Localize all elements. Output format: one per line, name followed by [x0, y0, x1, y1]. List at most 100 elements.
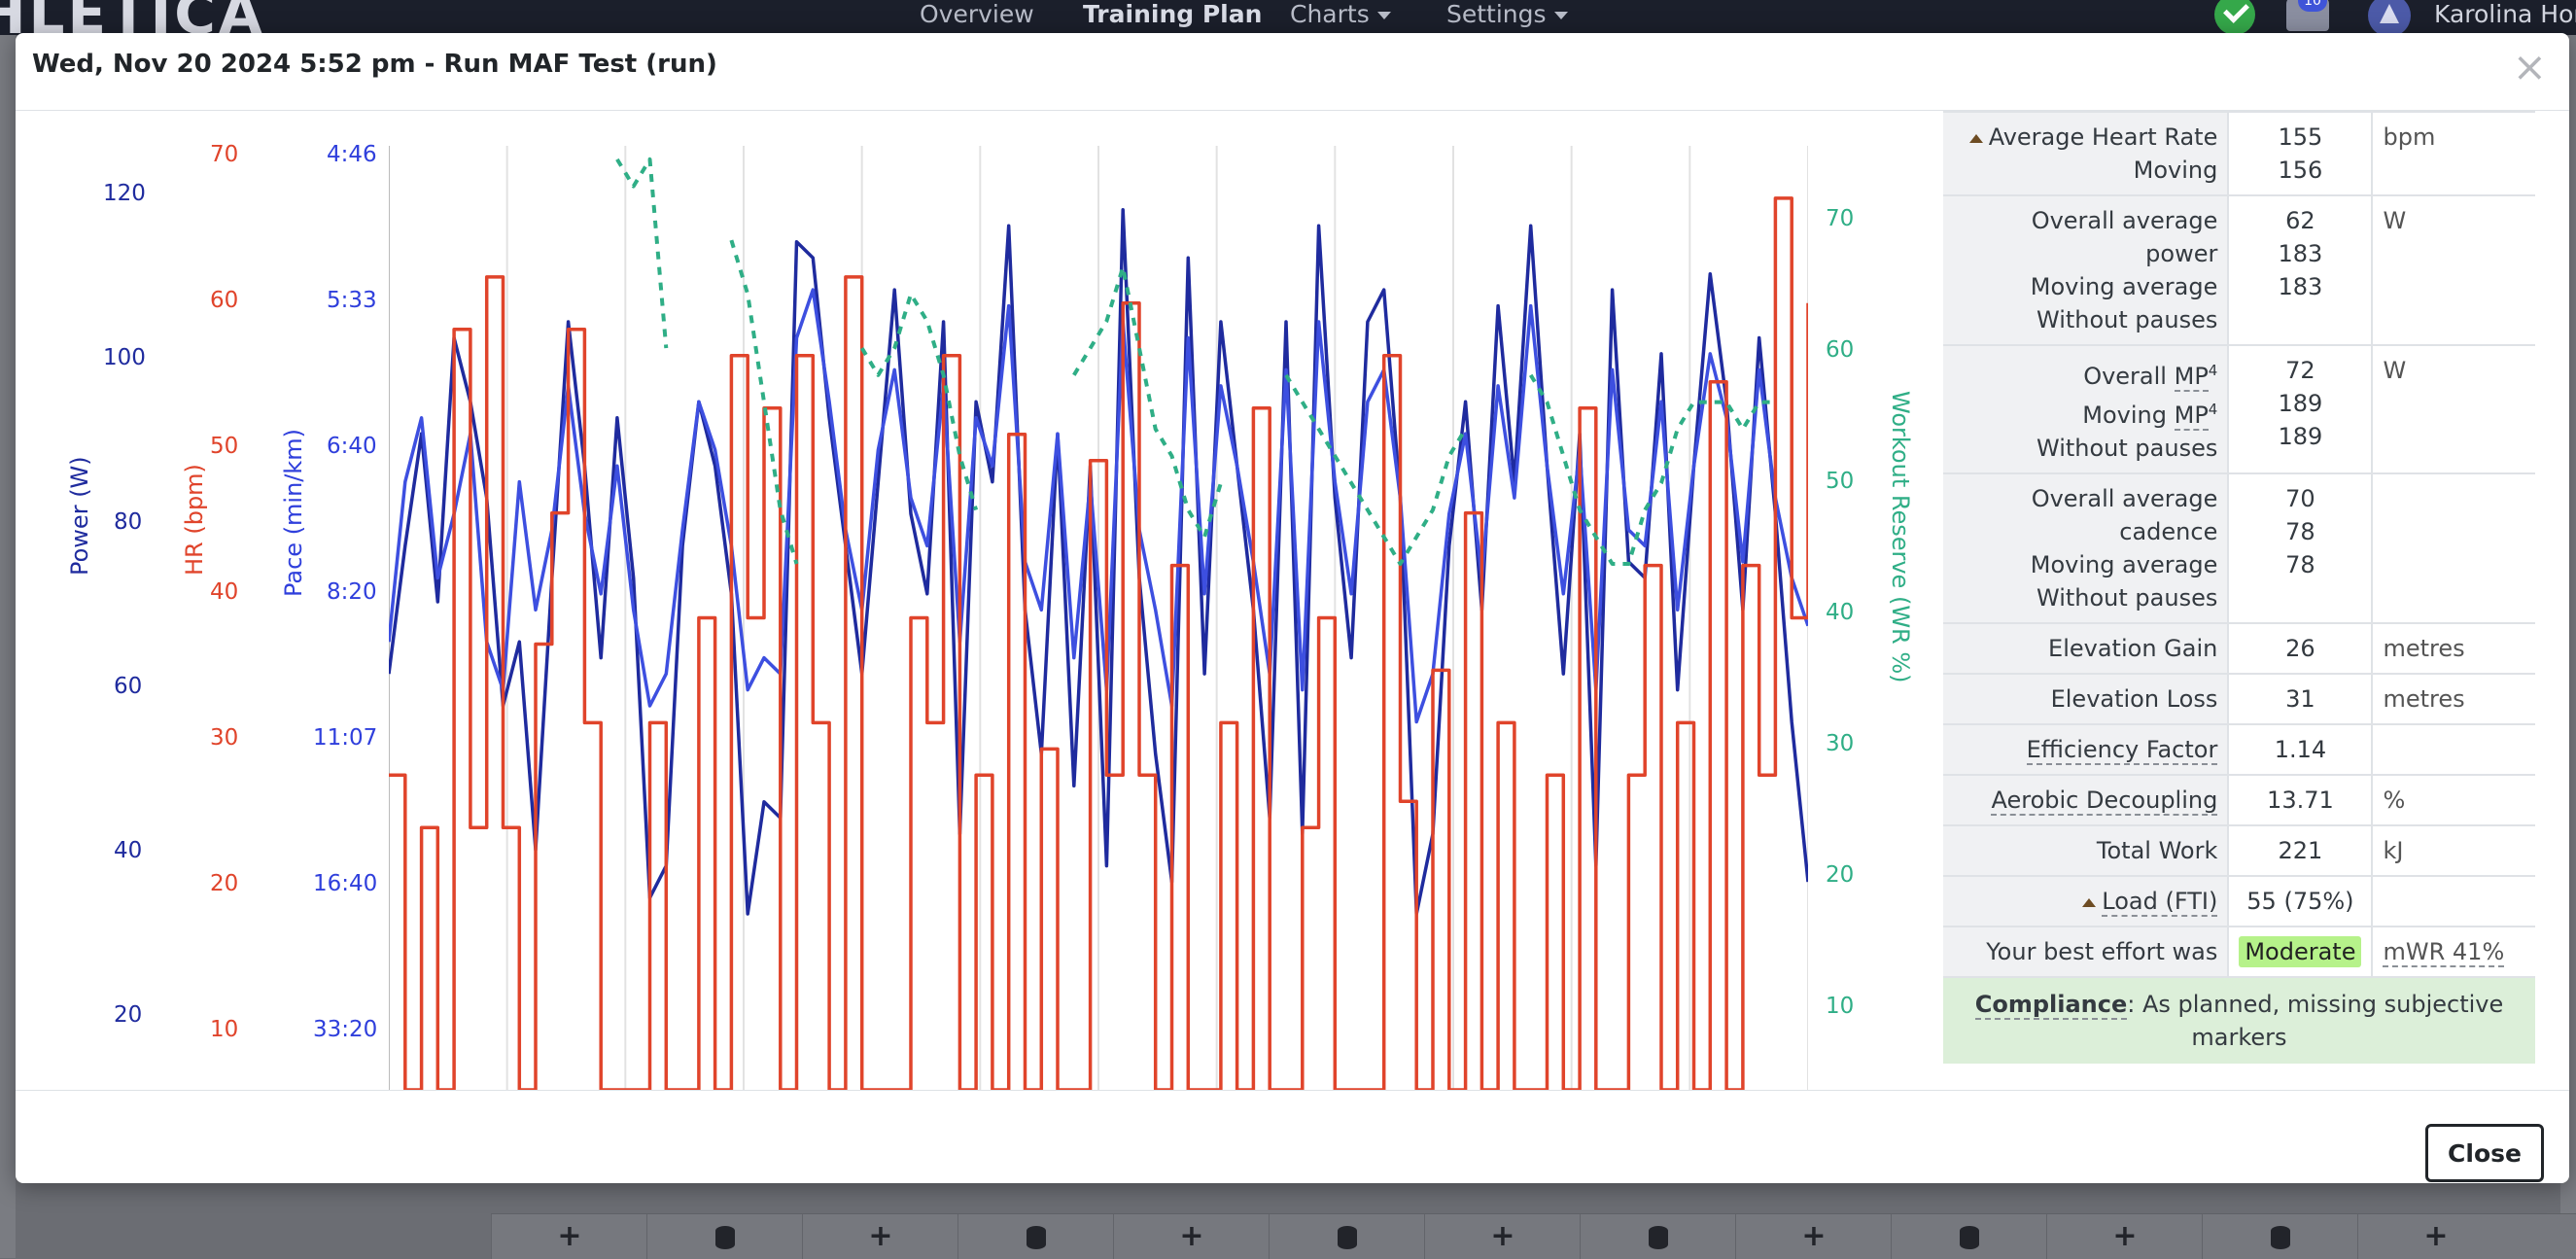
stats-row-best-effort: Your best effort was Moderate mWR 41%	[1943, 926, 2535, 977]
database-icon	[1338, 1225, 1357, 1249]
stats-row-elev-gain: Elevation Gain 26 metres	[1943, 622, 2535, 674]
pace-tick: 4:46	[327, 142, 377, 167]
close-button[interactable]: Close	[2425, 1124, 2544, 1182]
wr-tick: 20	[1826, 862, 1855, 888]
wr-axis-title: Workout Reserve (WR %)	[1887, 391, 1914, 683]
decoupling-label[interactable]: Aerobic Decoupling	[1991, 787, 2218, 816]
nav-training-plan[interactable]: Training Plan	[1083, 0, 1263, 28]
stats-label: Overall average power Moving average Wit…	[1943, 194, 2229, 345]
collapse-caret-icon[interactable]	[1968, 133, 1983, 143]
stats-row-load: Load (FTI) 55 (75%)	[1943, 875, 2535, 927]
database-icon	[715, 1225, 735, 1249]
elev-gain-label: Elevation Gain	[1943, 622, 2229, 674]
add-workout-icon[interactable]: +	[491, 1214, 647, 1259]
load-label[interactable]: Load (FTI)	[2102, 888, 2218, 917]
nav-overview[interactable]: Overview	[920, 0, 1034, 28]
load-value: 55 (75%)	[2227, 875, 2373, 927]
series-line-workout-reserve-wr	[1072, 264, 1223, 540]
stats-value: 72 189 189	[2227, 344, 2373, 473]
database-icon-cell[interactable]	[2202, 1214, 2358, 1259]
cadence-nopause-value: 78	[2285, 551, 2315, 578]
stats-row-mp: Overall MP4 Moving MP4 Without pauses 72…	[1943, 344, 2535, 473]
cadence-unit	[2371, 472, 2535, 623]
best-effort-mwr[interactable]: mWR 41%	[2383, 938, 2505, 967]
hr-tick: 60	[210, 288, 239, 313]
database-icon	[1027, 1225, 1046, 1249]
pace-tick: 6:40	[327, 434, 377, 459]
user-avatar-icon[interactable]	[2368, 0, 2411, 37]
series-line-workout-reserve-wr	[615, 157, 669, 349]
avg-hr-label: Average Heart Rate	[1988, 123, 2218, 151]
hr-tick: 40	[210, 579, 239, 605]
stats-row-heart-rate: Average Heart Rate Moving 155 156 bpm	[1943, 111, 2535, 195]
avg-power-nopause-label: Without pauses	[2036, 306, 2218, 333]
cadence-label: Overall average cadence	[2031, 485, 2218, 545]
series-line-workout-reserve-wr	[1528, 373, 1776, 566]
efficiency-value: 1.14	[2227, 723, 2373, 775]
cadence-moving-value: 78	[2285, 518, 2315, 545]
avg-power-value: 62	[2285, 207, 2315, 234]
elev-gain-value: 26	[2227, 622, 2373, 674]
database-icon-cell[interactable]	[646, 1214, 803, 1259]
hr-tick: 50	[210, 434, 239, 459]
stats-row-total-work: Total Work 221 kJ	[1943, 824, 2535, 876]
power-tick: 80	[114, 509, 143, 535]
mp-footnote: 4	[2208, 401, 2218, 418]
efficiency-label[interactable]: Efficiency Factor	[2026, 736, 2218, 765]
add-workout-icon[interactable]: +	[2357, 1214, 2514, 1259]
nav-settings-label: Settings	[1446, 0, 1547, 28]
cadence-moving-label: Moving average	[2030, 551, 2218, 578]
database-icon-cell[interactable]	[957, 1214, 1114, 1259]
compliance-label[interactable]: Compliance	[1974, 991, 2128, 1020]
mp-nopause-label: Without pauses	[2036, 435, 2218, 462]
mp-overall-prefix: Overall	[2083, 363, 2167, 390]
chart-plot-area[interactable]	[389, 146, 1808, 1090]
wr-tick: 10	[1826, 994, 1855, 1019]
add-workout-icon[interactable]: +	[802, 1214, 958, 1259]
database-icon-cell[interactable]	[1269, 1214, 1425, 1259]
add-workout-icon[interactable]: +	[2046, 1214, 2203, 1259]
stats-label: Overall MP4 Moving MP4 Without pauses	[1943, 344, 2229, 473]
series-line-workout-reserve-wr	[1284, 373, 1468, 566]
decoupling-unit: %	[2371, 774, 2535, 825]
elev-loss-label: Elevation Loss	[1943, 673, 2229, 724]
best-effort-badge: Moderate	[2239, 936, 2362, 967]
power-tick: 20	[114, 1002, 143, 1028]
stats-unit: mWR 41%	[2371, 926, 2535, 977]
load-unit	[2371, 875, 2535, 927]
add-workout-icon[interactable]: +	[1735, 1214, 1892, 1259]
total-work-unit: kJ	[2371, 824, 2535, 876]
hr-tick: 10	[210, 1017, 239, 1042]
avg-hr-value: 155	[2278, 123, 2323, 151]
power-axis-title: Power (W)	[66, 456, 93, 576]
stats-row-elev-loss: Elevation Loss 31 metres	[1943, 673, 2535, 724]
power-tick: 120	[103, 181, 146, 206]
nav-settings[interactable]: Settings	[1446, 0, 1568, 28]
mp-overall-value: 72	[2285, 357, 2315, 384]
status-check-icon[interactable]	[2214, 0, 2255, 35]
pace-tick: 33:20	[313, 1017, 378, 1042]
compliance-text: : As planned, missing subjective markers	[2127, 991, 2504, 1051]
decoupling-value: 13.71	[2227, 774, 2373, 825]
stats-label: Overall average cadence Moving average W…	[1943, 472, 2229, 623]
mp-overall-abbr[interactable]: MP	[2174, 363, 2209, 392]
workout-chart[interactable]: Power (W) HR (bpm) Pace (min/km) Workout…	[16, 111, 1950, 1090]
elev-loss-unit: metres	[2371, 673, 2535, 724]
mp-moving-prefix: Moving	[2082, 402, 2167, 429]
modal-header: Wed, Nov 20 2024 5:52 pm - Run MAF Test …	[16, 33, 2569, 111]
collapse-caret-icon[interactable]	[2082, 897, 2097, 907]
elev-loss-value: 31	[2227, 673, 2373, 724]
avg-hr-unit: bpm	[2371, 111, 2535, 195]
mp-moving-abbr[interactable]: MP	[2174, 402, 2209, 431]
nav-charts[interactable]: Charts	[1290, 0, 1391, 28]
user-name[interactable]: Karolina Hora	[2434, 0, 2576, 28]
pace-tick: 8:20	[327, 579, 377, 605]
chevron-down-icon	[1376, 12, 1391, 19]
add-workout-icon[interactable]: +	[1424, 1214, 1581, 1259]
database-icon-cell[interactable]	[1580, 1214, 1736, 1259]
avg-power-unit: W	[2371, 194, 2535, 345]
close-icon[interactable]: ×	[2512, 43, 2547, 90]
add-workout-icon[interactable]: +	[1113, 1214, 1270, 1259]
database-icon-cell[interactable]	[1891, 1214, 2047, 1259]
modal-body: Power (W) HR (bpm) Pace (min/km) Workout…	[16, 111, 2569, 1090]
